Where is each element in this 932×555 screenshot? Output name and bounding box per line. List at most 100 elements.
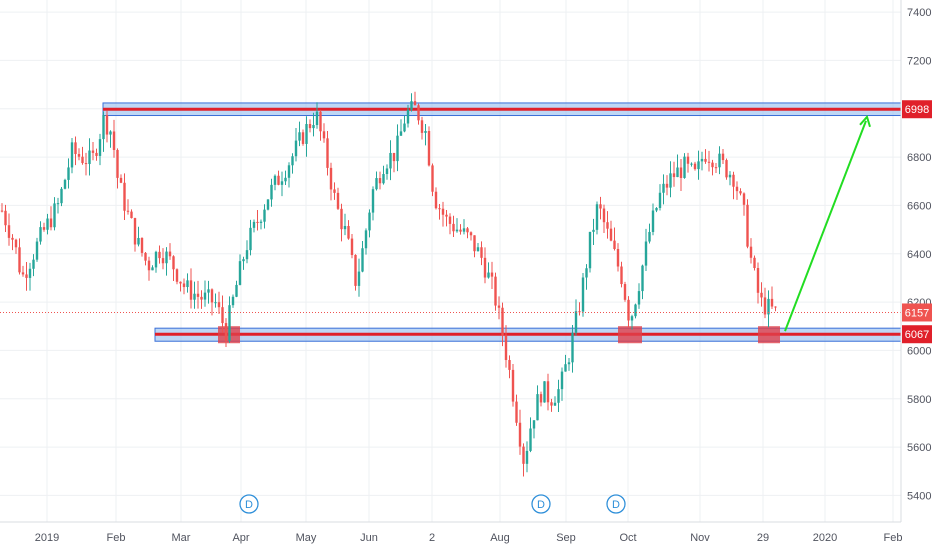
candle-up[interactable] (280, 181, 284, 185)
candle-up[interactable] (662, 183, 665, 193)
candle-up[interactable] (291, 156, 294, 166)
candle-down[interactable] (322, 131, 326, 139)
candle-down[interactable] (161, 258, 165, 264)
candle-up[interactable] (588, 231, 592, 269)
candle-up[interactable] (651, 210, 655, 232)
candle-down[interactable] (725, 160, 728, 178)
candle-down[interactable] (427, 131, 431, 166)
candle-down[interactable] (686, 156, 690, 164)
candle-up[interactable] (231, 296, 235, 306)
candle-down[interactable] (546, 381, 550, 403)
candle-down[interactable] (760, 292, 763, 298)
candle-down[interactable] (508, 360, 511, 370)
candle-up[interactable] (203, 292, 207, 300)
candle-up[interactable] (63, 179, 67, 189)
candle-down[interactable] (158, 251, 161, 259)
candle-down[interactable] (350, 238, 354, 255)
candle-up[interactable] (67, 167, 70, 180)
candle-up[interactable] (592, 229, 595, 232)
candle-down[interactable] (133, 218, 137, 245)
candle-down[interactable] (144, 252, 147, 261)
candle-down[interactable] (354, 254, 357, 286)
candle-down[interactable] (217, 302, 221, 308)
candle-up[interactable] (553, 402, 557, 406)
candle-down[interactable] (665, 183, 669, 188)
candle-down[interactable] (504, 335, 508, 361)
candle-down[interactable] (438, 208, 441, 210)
candle-down[interactable] (711, 162, 714, 168)
candle-down[interactable] (483, 257, 487, 278)
candle-down[interactable] (735, 186, 739, 192)
candle-up[interactable] (410, 101, 413, 110)
projection-arrow-line[interactable] (784, 120, 867, 332)
candle-down[interactable] (490, 272, 494, 277)
candle-down[interactable] (518, 422, 522, 447)
candle-up[interactable] (343, 225, 347, 230)
candle-down[interactable] (445, 214, 448, 217)
candle-up[interactable] (284, 177, 287, 182)
candle-down[interactable] (392, 152, 396, 162)
candle-up[interactable] (728, 174, 732, 178)
candle-up[interactable] (574, 311, 578, 333)
candle-down[interactable] (95, 152, 98, 156)
candle-up[interactable] (273, 175, 277, 185)
candle-up[interactable] (242, 259, 245, 262)
candle-up[interactable] (193, 293, 196, 300)
candle-down[interactable] (501, 307, 504, 336)
candle-down[interactable] (329, 167, 333, 190)
candle-down[interactable] (172, 256, 175, 270)
candle-down[interactable] (210, 289, 214, 303)
candle-up[interactable] (462, 228, 466, 232)
candle-down[interactable] (25, 274, 28, 278)
candle-down[interactable] (616, 249, 620, 267)
candle-up[interactable] (399, 131, 403, 136)
candle-up[interactable] (214, 302, 217, 304)
candle-up[interactable] (109, 131, 112, 135)
candle-down[interactable] (756, 268, 760, 293)
candle-down[interactable] (441, 208, 445, 215)
candle-down[interactable] (130, 211, 133, 219)
candle-up[interactable] (564, 364, 567, 372)
candle-up[interactable] (371, 189, 375, 213)
candle-down[interactable] (126, 210, 130, 212)
candle-down[interactable] (168, 251, 172, 257)
candle-down[interactable] (91, 150, 95, 153)
candle-up[interactable] (32, 259, 35, 269)
candle-up[interactable] (700, 158, 704, 162)
candle-down[interactable] (606, 222, 609, 229)
candle-up[interactable] (228, 305, 231, 341)
candle-down[interactable] (112, 131, 116, 150)
candle-up[interactable] (252, 221, 256, 228)
candle-up[interactable] (385, 168, 389, 175)
candle-up[interactable] (697, 161, 700, 170)
candle-down[interactable] (14, 239, 18, 248)
candle-up[interactable] (361, 248, 364, 272)
candle-up[interactable] (294, 140, 298, 157)
candle-down[interactable] (256, 221, 259, 223)
candle-down[interactable] (763, 297, 767, 315)
candle-down[interactable] (224, 323, 228, 341)
candle-up[interactable] (98, 139, 102, 156)
candle-up[interactable] (525, 450, 529, 464)
candle-up[interactable] (165, 251, 168, 264)
candle-down[interactable] (378, 178, 382, 184)
candle-down[interactable] (515, 401, 518, 423)
candle-up[interactable] (46, 218, 49, 230)
candle-down[interactable] (347, 225, 350, 239)
candle-down[interactable] (196, 293, 200, 297)
candle-down[interactable] (189, 280, 193, 300)
candle-down[interactable] (319, 111, 322, 132)
candle-down[interactable] (511, 369, 515, 402)
candle-down[interactable] (77, 154, 81, 157)
candle-up[interactable] (270, 184, 273, 200)
candle-down[interactable] (732, 174, 735, 187)
candle-down[interactable] (301, 132, 305, 144)
candle-down[interactable] (105, 115, 109, 135)
candle-down[interactable] (707, 161, 711, 163)
candle-down[interactable] (627, 299, 630, 321)
candle-up[interactable] (406, 109, 410, 124)
candle-down[interactable] (18, 247, 21, 273)
candle-up[interactable] (571, 332, 574, 363)
candle-down[interactable] (672, 173, 676, 178)
